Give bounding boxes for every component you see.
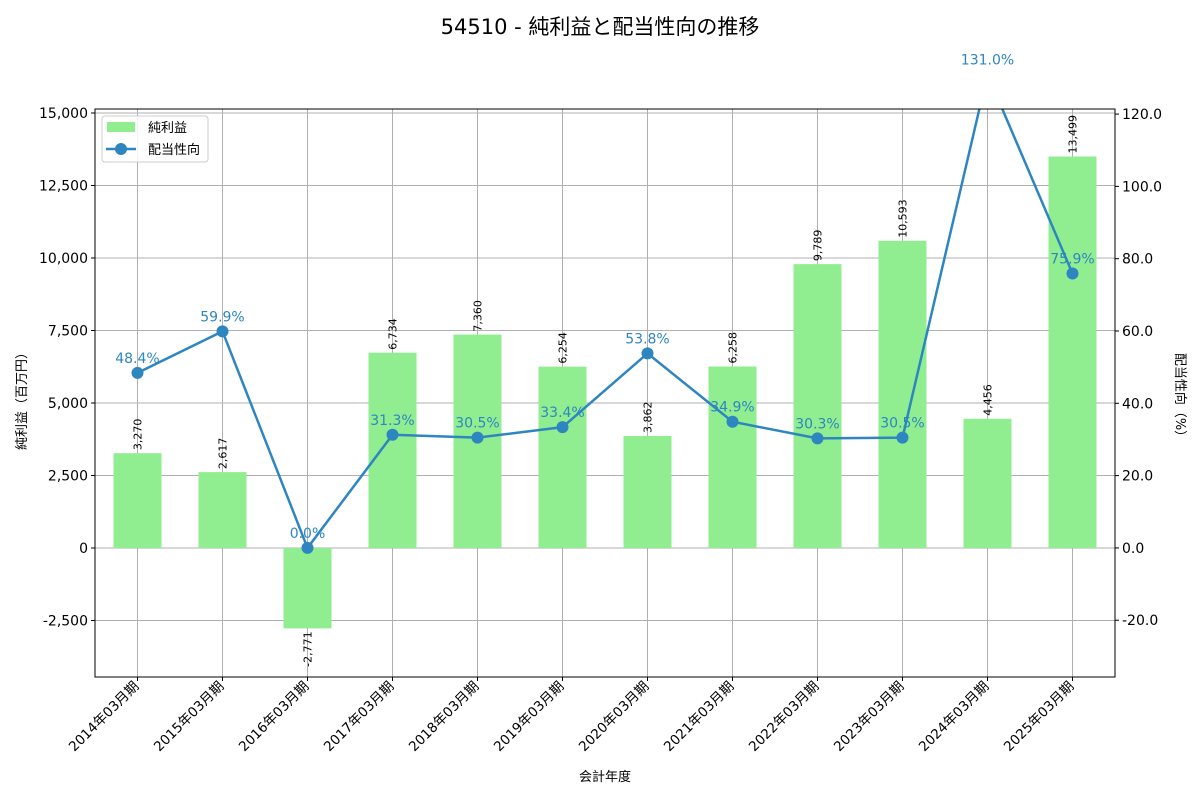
legend-label-bar: 純利益: [148, 121, 187, 136]
plot-frame: [94, 108, 1116, 678]
x-tick-label: 2014年03月期: [66, 679, 142, 755]
ratio-label: 75.9%: [1050, 252, 1094, 268]
ratio-point: [811, 432, 824, 445]
y-tick-label: 10,000: [39, 251, 88, 267]
y-tick-label: 2,500: [48, 469, 88, 485]
bar-value-label: 6,254: [557, 332, 570, 364]
ratio-point: [556, 421, 569, 434]
ratio-label: 59.9%: [200, 309, 244, 325]
x-tick-label: 2024年03月期: [916, 679, 992, 755]
y-tick-label: 12,500: [39, 179, 88, 195]
ratio-label: 48.4%: [115, 351, 159, 367]
x-tick-label: 2020年03月期: [576, 679, 652, 755]
bar-value-label: 7,360: [472, 300, 485, 332]
y2-tick-label: 40.0: [1122, 396, 1153, 412]
ratio-label: 0.0%: [290, 526, 326, 542]
bar-value-label: 13,499: [1067, 115, 1080, 154]
bar-value-label: 2,617: [217, 438, 230, 470]
legend-bar-swatch: [107, 122, 135, 132]
bar-value-label: 3,270: [132, 419, 145, 451]
y-tick-label: -2,500: [43, 614, 88, 630]
bar: [538, 366, 587, 549]
ratio-point: [131, 366, 144, 379]
bar: [623, 436, 672, 549]
bar-value-label: 6,258: [727, 332, 740, 364]
y2-tick-label: 20.0: [1122, 469, 1153, 485]
bar: [368, 352, 417, 549]
x-tick-label: 2022年03月期: [746, 679, 822, 755]
bar: [198, 472, 247, 549]
y2-tick-label: 120.0: [1122, 107, 1162, 123]
ratio-point: [471, 431, 484, 444]
ratio-point: [982, 68, 994, 80]
bar-value-label: 3,862: [642, 402, 655, 434]
x-tick-label: 2023年03月期: [831, 679, 907, 755]
ratio-point: [216, 325, 229, 338]
bar-value-label: 10,593: [897, 199, 910, 238]
y2-tick-label: 80.0: [1122, 252, 1153, 268]
x-tick-label: 2016年03月期: [236, 679, 312, 755]
y2-tick-label: 100.0: [1122, 179, 1162, 195]
bar-value-label: 9,789: [812, 230, 825, 262]
bar-value-label: -2,771: [302, 631, 315, 666]
ratio-label: 30.3%: [795, 416, 839, 432]
bar: [1048, 156, 1097, 549]
ratio-point: [1066, 267, 1079, 280]
chart-title: 54510 - 純利益と配当性向の推移: [441, 15, 760, 39]
y-tick-label: 5,000: [48, 396, 88, 412]
bar: [708, 366, 757, 549]
legend-marker: [115, 143, 127, 155]
y2-tick-label: 60.0: [1122, 324, 1153, 340]
line-group: [131, 68, 1079, 554]
bar: [113, 453, 162, 549]
y2-tick-label: -20.0: [1122, 613, 1158, 629]
y2-axis-label: 配当性向（%）: [1172, 353, 1188, 443]
bar: [963, 418, 1012, 549]
bar: [793, 264, 842, 549]
ratio-label: 34.9%: [710, 400, 754, 416]
bar: [878, 240, 927, 549]
ratio-point: [726, 415, 739, 428]
ratio-line: [136, 109, 1074, 551]
ratio-label: 53.8%: [625, 331, 669, 347]
y-tick-label: 7,500: [48, 324, 88, 340]
ratio-label: 33.4%: [540, 405, 584, 421]
ratio-point: [386, 428, 399, 441]
ratio-label: 131.0%: [961, 52, 1014, 68]
x-tick-label: 2019年03月期: [491, 679, 567, 755]
x-axis-label: 会計年度: [579, 769, 631, 785]
x-tick-label: 2025年03月期: [1001, 679, 1077, 755]
ratio-label: 30.5%: [880, 416, 924, 432]
ratio-point: [896, 431, 909, 444]
bar-value-label: 6,734: [387, 318, 400, 350]
y-tick-label: 15,000: [39, 106, 88, 122]
y-axis-label: 純利益（百万円）: [15, 346, 30, 450]
x-tick-label: 2021年03月期: [661, 679, 737, 755]
x-tick-label: 2015年03月期: [151, 679, 227, 755]
ratio-point: [301, 541, 314, 554]
legend-label-line: 配当性向: [148, 142, 200, 158]
x-tick-label: 2017年03月期: [321, 679, 397, 755]
bar-value-label: 4,456: [982, 384, 995, 416]
ratio-point: [641, 347, 654, 360]
y-tick-label: 0: [79, 541, 88, 557]
x-tick-label: 2018年03月期: [406, 679, 482, 755]
y2-tick-label: 0.0: [1122, 541, 1144, 557]
ratio-label: 31.3%: [370, 413, 414, 429]
ratio-label: 30.5%: [455, 416, 499, 432]
bar: [283, 548, 332, 629]
